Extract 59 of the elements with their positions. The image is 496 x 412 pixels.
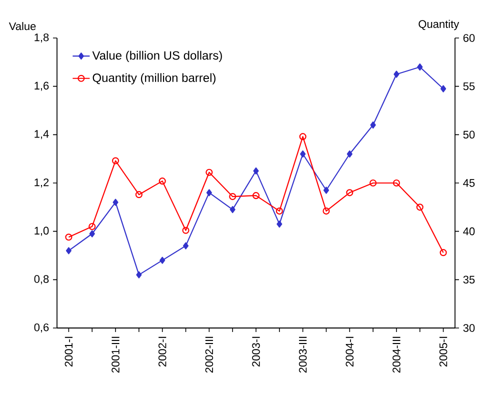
point (66, 247, 72, 254)
point (158, 178, 166, 185)
y-tick-label: 1,6 (34, 82, 49, 91)
x-tick-label: 2005-I (439, 336, 448, 367)
point (440, 85, 446, 92)
x-tick-label: 2004-III (392, 336, 400, 373)
point (346, 189, 354, 196)
point (394, 70, 400, 78)
point (322, 207, 330, 215)
y-tick-label: 1,8 (34, 33, 49, 43)
point (276, 207, 283, 215)
x-tick-label: 2004-I (346, 336, 354, 367)
point (370, 179, 377, 187)
point (323, 186, 330, 194)
x-tick-label: 2001-III (112, 336, 120, 373)
y-tick-label: 0,8 (34, 275, 49, 284)
point (253, 167, 259, 174)
point (182, 242, 189, 250)
x-tick-label: 2003-III (298, 336, 307, 373)
x-tick-label: 2002-I (158, 336, 166, 367)
point (417, 63, 423, 71)
y-tick-label: 0,6 (34, 323, 49, 333)
y2-tick-label: 40 (463, 227, 475, 236)
point (276, 220, 282, 228)
point (182, 226, 190, 234)
x-tick-label: 2003-I (252, 336, 260, 367)
point (206, 168, 213, 176)
point (88, 222, 96, 230)
y2-tick-label: 45 (463, 179, 475, 187)
x-tick-label: 2002-III (205, 336, 214, 373)
point (300, 150, 306, 158)
point (112, 157, 120, 164)
point (299, 133, 306, 140)
legend-label: Quantity (million barrel) (92, 73, 216, 84)
point (230, 206, 236, 214)
point (370, 121, 376, 129)
y-axis-title: Value (8, 22, 36, 30)
x-tick-label: 2001-I (64, 336, 73, 367)
y2-tick-label: 60 (463, 34, 475, 42)
point (135, 191, 142, 198)
y-tick-label: 1,2 (34, 178, 49, 188)
point (252, 192, 260, 200)
y2-tick-label: 30 (463, 324, 475, 332)
point (206, 189, 212, 196)
point (229, 192, 236, 200)
point (392, 179, 400, 187)
point (112, 198, 118, 206)
point (416, 204, 424, 211)
y2-tick-label: 35 (463, 276, 475, 284)
point (160, 256, 166, 264)
y2-tick-label: 55 (463, 82, 475, 90)
point (89, 230, 95, 238)
legend-label: Value (billion US dollars) (92, 50, 222, 62)
y2-tick-label: 50 (463, 130, 475, 139)
point (136, 271, 142, 278)
y2-axis-title: Quantity (418, 20, 460, 30)
y-tick-label: 1,0 (34, 226, 49, 236)
point (346, 150, 352, 158)
y-tick-label: 1,4 (34, 130, 49, 140)
